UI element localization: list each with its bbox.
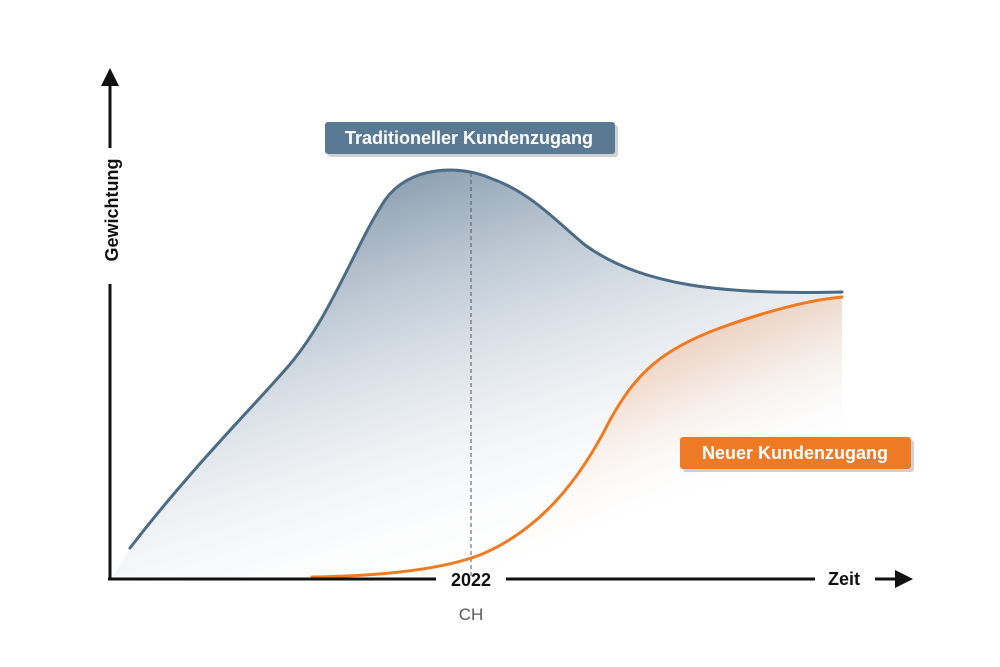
y-axis-label: Gewichtung (102, 159, 122, 262)
x-axis-label: Zeit (828, 569, 860, 589)
new-curve (310, 295, 844, 579)
traditional-tag-label: Traditioneller Kundenzugang (345, 128, 593, 148)
traditional-tag (325, 122, 615, 154)
new-tag-label: Neuer Kundenzugang (702, 443, 888, 463)
marker-region: CH (459, 605, 484, 624)
new-tag (680, 437, 911, 469)
x-axis-arrow-icon (895, 570, 913, 588)
y-axis-arrow-icon (101, 68, 119, 86)
new-area (312, 297, 842, 578)
traditional-curve (128, 168, 844, 550)
marker-year: 2022 (451, 570, 491, 590)
